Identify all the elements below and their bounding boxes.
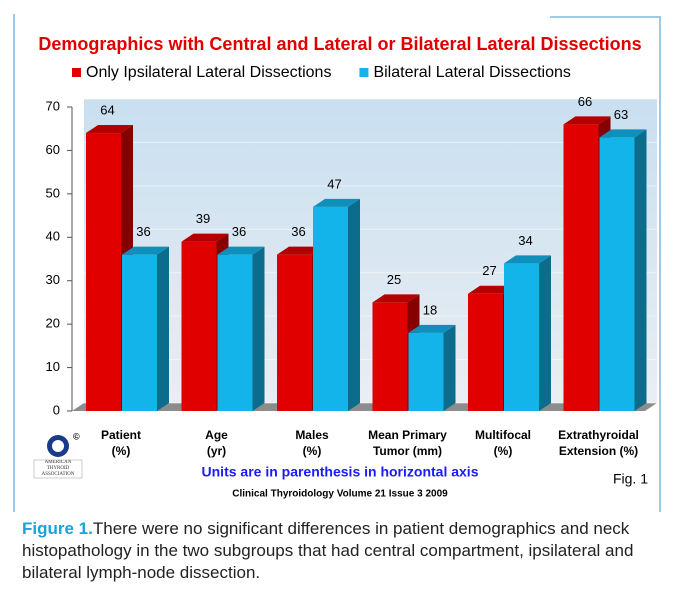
x-tick-label: Extension (%) xyxy=(559,444,638,458)
x-tick-label: Mean Primary xyxy=(368,428,447,442)
bar-side xyxy=(634,129,647,411)
y-tick-label: 30 xyxy=(46,272,60,287)
bar xyxy=(563,124,599,411)
legend-swatch xyxy=(359,68,369,77)
frame xyxy=(13,14,661,512)
value-label: 25 xyxy=(387,272,401,287)
x-tick-label: Age xyxy=(205,428,228,442)
bar-top xyxy=(122,246,169,255)
y-tick-label: 10 xyxy=(46,359,60,374)
y-tick-label: 40 xyxy=(46,229,60,244)
bar xyxy=(277,254,312,411)
bar xyxy=(313,206,348,411)
logo-text-box: AMERICAN THYROID ASSOCIATION xyxy=(41,460,75,477)
bar-side xyxy=(539,255,551,411)
chart: Demographics with Central and Lateral or… xyxy=(13,14,661,512)
bar-top xyxy=(217,246,265,255)
bar-top xyxy=(563,116,611,125)
legend-swatch xyxy=(72,68,81,77)
bar-top xyxy=(372,294,420,303)
logo-mark: © xyxy=(73,431,80,441)
legend-label: Only Ipsilateral Lateral Dissections xyxy=(86,64,331,81)
value-label: 36 xyxy=(291,224,305,239)
bar-top xyxy=(599,129,647,138)
bar xyxy=(599,137,635,411)
bar-top xyxy=(408,324,456,333)
bar-top xyxy=(86,125,133,134)
value-label: 18 xyxy=(423,302,437,317)
y-tick-label: 0 xyxy=(53,402,60,417)
value-label: 36 xyxy=(136,224,150,239)
x-tick-label: (%) xyxy=(303,444,322,458)
bar-top xyxy=(277,246,324,255)
logo-text: AMERICAN THYROID ASSOCIATION xyxy=(41,460,75,477)
value-label: 47 xyxy=(327,176,341,191)
bar xyxy=(504,263,539,411)
x-tick-label: Extrathyroidal xyxy=(558,428,639,442)
caption: Figure 1.There were no significant diffe… xyxy=(22,518,662,584)
bar xyxy=(86,133,121,412)
x-tick-label: (%) xyxy=(112,444,131,458)
value-label: 27 xyxy=(482,263,496,278)
value-label: 63 xyxy=(614,107,628,122)
plot-wall xyxy=(84,99,657,403)
logo-box xyxy=(33,459,83,479)
bar-side xyxy=(348,198,360,411)
x-tick-label: (%) xyxy=(494,444,513,458)
fig-label: Fig. 1 xyxy=(613,471,648,487)
legend-label: Bilateral Lateral Dissections xyxy=(373,64,570,81)
y-tick-label: 20 xyxy=(46,316,60,331)
logo xyxy=(52,440,64,452)
caption-label: Figure 1. xyxy=(22,519,93,538)
value-label: 66 xyxy=(578,94,592,109)
bar xyxy=(408,332,444,411)
x-tick-label: (yr) xyxy=(207,444,226,458)
chart-title: Demographics with Central and Lateral or… xyxy=(38,34,641,54)
y-tick-label: 60 xyxy=(46,142,60,157)
bar xyxy=(372,302,408,411)
bar xyxy=(181,241,217,411)
value-label: 34 xyxy=(518,233,532,248)
bar-side xyxy=(252,246,265,411)
y-tick-label: 50 xyxy=(46,185,60,200)
y-tick-label: 70 xyxy=(46,98,60,113)
bar-top xyxy=(504,255,551,264)
x-tick-label: Tumor (mm) xyxy=(373,444,442,458)
caption-text: There were no significant differences in… xyxy=(22,519,634,582)
bar-top xyxy=(313,198,360,207)
bar xyxy=(468,293,503,411)
x-tick-label: Multifocal xyxy=(475,428,531,442)
bar-top xyxy=(181,233,229,242)
x-tick-label: Males xyxy=(295,428,329,442)
bar xyxy=(122,254,157,411)
source: Clinical Thyroidology Volume 21 Issue 3 … xyxy=(232,489,448,500)
value-label: 36 xyxy=(232,224,246,239)
value-label: 64 xyxy=(100,102,114,117)
bar-top xyxy=(468,285,515,294)
note: Units are in parenthesis in horizontal a… xyxy=(202,464,479,480)
x-tick-label: Patient xyxy=(101,428,141,442)
bar-side xyxy=(157,246,169,411)
value-label: 39 xyxy=(196,211,210,226)
bar-side xyxy=(443,324,456,411)
bar xyxy=(217,254,253,411)
